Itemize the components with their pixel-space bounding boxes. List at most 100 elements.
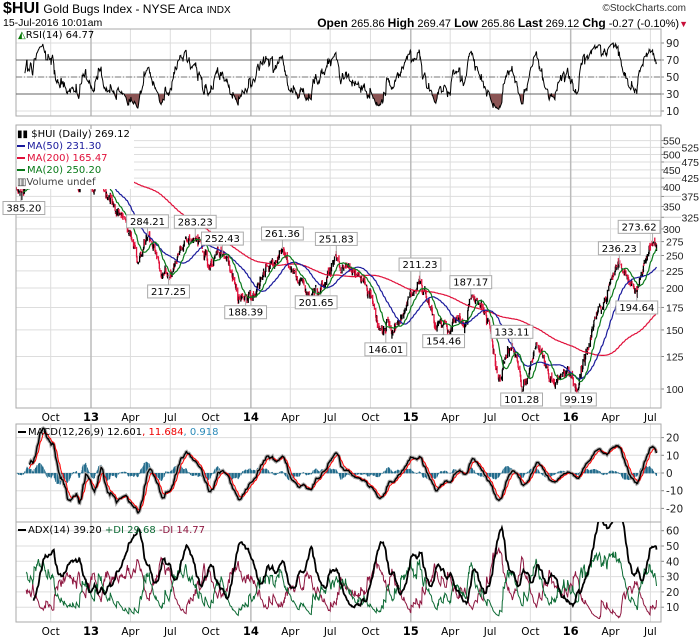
macd-histogram-bar	[527, 471, 529, 474]
macd-histogram-bar	[119, 472, 121, 474]
macd-histogram-bar	[98, 466, 99, 474]
x-tick-label: 15	[403, 624, 419, 638]
macd-histogram-bar	[45, 473, 47, 477]
price-annotation: 154.46	[422, 325, 466, 349]
macd-histogram-bar	[340, 473, 342, 480]
macd-histogram-bar	[23, 473, 25, 475]
x-tick-label: Jul	[643, 626, 657, 638]
macd-histogram-bar	[122, 471, 124, 474]
price-y-tick-label: 250	[666, 250, 684, 262]
legend-ma50: MA(50) 231.30	[17, 141, 130, 153]
macd-histogram-bar	[310, 473, 312, 475]
macd-histogram-bar	[521, 473, 523, 478]
macd-histogram-bar	[613, 471, 615, 474]
macd-histogram-bar	[239, 473, 241, 477]
annotation-box	[449, 275, 493, 290]
macd-histogram-bar	[156, 473, 158, 478]
macd-histogram-bar	[453, 469, 455, 474]
macd-histogram-bar	[306, 473, 308, 476]
macd-line-icon	[18, 431, 26, 433]
macd-histogram-bar	[208, 473, 210, 480]
annotation-label: 236.23	[602, 244, 637, 255]
x-tick-label: Jul	[163, 626, 177, 638]
macd-histogram-bar	[600, 472, 601, 474]
macd-histogram-bar	[147, 462, 149, 474]
macd-histogram-bar	[364, 473, 366, 475]
macd-histogram-bar	[128, 473, 130, 476]
price-annotation: 236.23	[597, 241, 641, 264]
macd-histogram-bar	[236, 473, 237, 478]
price-y-tick-label: 225	[666, 266, 684, 278]
open-value: 265.86	[350, 18, 385, 30]
x-tick-label: Oct	[521, 626, 539, 638]
macd-histogram-bar	[530, 468, 532, 474]
macd-signal-line	[28, 431, 657, 511]
x-tick-label: 13	[83, 624, 99, 638]
rsi-y-tick-label: 30	[666, 89, 679, 101]
price-y-tick-label: 475	[682, 157, 700, 169]
rsi-legend: ◭RSI(14) 64.77	[18, 30, 94, 42]
macd-histogram-bar	[423, 473, 424, 478]
annotation-label: 385.20	[6, 204, 41, 215]
macd-histogram-bar	[309, 473, 311, 475]
ma20-line-icon	[17, 169, 25, 171]
macd-histogram-bar	[116, 473, 118, 477]
macd-histogram-bar	[386, 468, 388, 474]
macd-histogram-bar	[588, 470, 590, 474]
macd-histogram-bar	[159, 473, 161, 480]
macd-histogram-bar	[377, 473, 378, 478]
price-annotation: 101.28	[500, 387, 544, 407]
macd-histogram-bar	[312, 470, 314, 474]
macd-histogram-bar	[318, 471, 320, 474]
macd-histogram-bar	[328, 468, 329, 474]
macd-histogram-bar	[374, 473, 375, 476]
macd-histogram-bar	[168, 472, 170, 474]
macd-histogram-bar	[474, 471, 476, 474]
macd-histogram-bar	[251, 470, 253, 474]
macd-histogram-bar	[271, 471, 273, 474]
annotation-label: 284.21	[130, 217, 165, 228]
rsi-y-tick-label: 90	[666, 38, 679, 50]
macd-histogram-bar	[211, 473, 213, 475]
annotation-box	[398, 257, 442, 272]
macd-histogram-bar	[343, 473, 345, 478]
annotation-label: 261.36	[265, 229, 300, 240]
macd-histogram-bar	[193, 473, 195, 476]
macd-histogram-bar	[263, 469, 265, 474]
price-annotation: 187.17	[449, 275, 493, 298]
macd-histogram-bar	[358, 473, 360, 475]
volume-legend-text: Volume undef	[26, 177, 96, 188]
macd-histogram-bar	[554, 473, 556, 475]
macd-histogram-bar	[232, 473, 234, 479]
annotation-box	[173, 214, 217, 229]
macd-histogram-bar	[299, 473, 301, 475]
macd-line	[28, 427, 658, 514]
macd-histogram-bar	[94, 473, 96, 476]
ma200-line	[53, 166, 657, 356]
ma50-value: 231.30	[66, 141, 102, 152]
macd-histogram-bar	[407, 468, 409, 474]
macd-histogram-bar	[444, 470, 446, 474]
price-annotation: 201.65	[294, 286, 338, 310]
macd-histogram-bar	[392, 471, 394, 474]
macd-histogram-bar	[336, 471, 338, 474]
price-annotation: 252.43	[201, 231, 244, 255]
x-tick-label: 13	[83, 410, 99, 424]
macd-histogram-bar	[370, 473, 372, 475]
macd-histogram-bar	[186, 471, 188, 474]
datetime: 15-Jul-2016 10:01am	[3, 17, 103, 29]
annotation-label: 201.65	[299, 298, 334, 309]
macd-histogram-bar	[79, 473, 81, 475]
exchange: INDX	[206, 5, 231, 16]
annotation-label: 188.39	[228, 308, 263, 319]
annotation-label: 99.19	[564, 395, 593, 406]
x-tick-label: Apr	[281, 626, 300, 638]
x-tick-label: Apr	[601, 412, 620, 424]
macd-histogram-bar	[472, 468, 474, 474]
macd-histogram-bar	[245, 469, 247, 474]
x-tick-label: Jul	[323, 412, 337, 424]
macd-histogram-bar	[654, 472, 656, 474]
macd-y-tick-label: 20	[666, 433, 679, 445]
macd-histogram-bar	[346, 473, 348, 475]
